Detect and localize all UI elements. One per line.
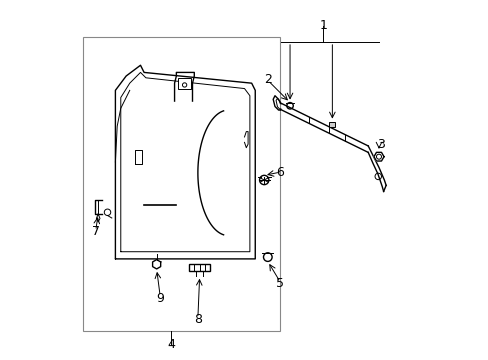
- Bar: [329, 122, 335, 127]
- Text: 3: 3: [376, 138, 384, 150]
- Polygon shape: [373, 152, 383, 161]
- Text: 2: 2: [264, 73, 271, 86]
- Text: 1: 1: [319, 19, 326, 32]
- Text: 5: 5: [276, 278, 284, 291]
- Text: 4: 4: [167, 338, 175, 351]
- Bar: [178, 78, 190, 89]
- Text: 7: 7: [91, 225, 100, 238]
- Text: 6: 6: [276, 166, 284, 179]
- Bar: [188, 264, 210, 271]
- Text: 8: 8: [193, 313, 202, 327]
- Text: 9: 9: [156, 292, 164, 305]
- Bar: [83, 37, 280, 330]
